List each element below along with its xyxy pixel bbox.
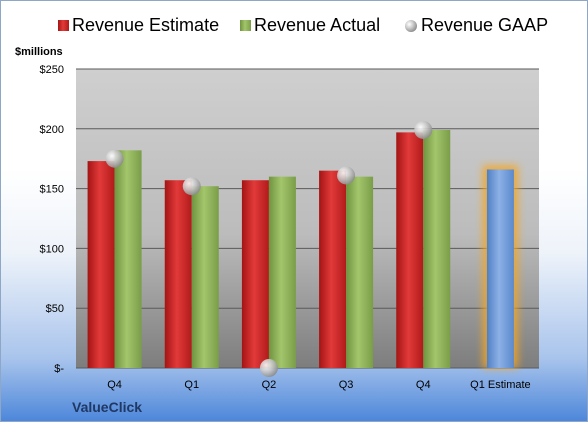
legend-label-revenue-actual: Revenue Actual <box>254 15 380 35</box>
x-tick-label: Q1 <box>184 379 199 391</box>
legend-swatch-revenue-actual <box>240 20 251 31</box>
bar-revenue-estimate <box>396 132 424 368</box>
y-tick-label: $- <box>54 363 64 375</box>
legend-swatch-revenue-estimate <box>58 20 69 31</box>
x-axis-ticks: Q4 Q1 Q2 Q3 Q4 Q1 Estimate <box>107 379 530 391</box>
x-tick-label: Q3 <box>339 379 354 391</box>
legend-label-revenue-gaap: Revenue GAAP <box>421 15 548 35</box>
bar-revenue-estimate <box>241 180 269 368</box>
legend-label-revenue-estimate: Revenue Estimate <box>72 15 219 35</box>
y-tick-label: $150 <box>40 184 64 196</box>
marker-revenue-gaap <box>414 120 433 139</box>
y-axis-ticks: $- $50 $100 $150 $200 $250 <box>40 64 65 375</box>
y-tick-label: $100 <box>40 243 64 255</box>
x-tick-label: Q4 <box>416 379 431 391</box>
y-tick-label: $200 <box>40 124 64 136</box>
bar-revenue-estimate <box>319 170 347 368</box>
bar-revenue-actual <box>346 176 374 368</box>
marker-revenue-gaap <box>105 149 124 168</box>
bars-layer <box>87 129 518 368</box>
bar-revenue-actual <box>114 150 142 368</box>
y-tick-label: $250 <box>40 64 64 76</box>
bar-revenue-estimate <box>164 180 192 368</box>
x-tick-label: Q2 <box>262 379 277 391</box>
legend: Revenue Estimate Revenue Actual Revenue … <box>58 15 548 35</box>
bar-revenue-actual <box>423 129 451 368</box>
bar-revenue-actual <box>268 176 296 368</box>
company-name: ValueClick <box>72 399 142 415</box>
legend-swatch-revenue-gaap <box>405 20 417 32</box>
y-axis-unit-label: $millions <box>15 46 63 58</box>
bar-revenue-estimate <box>87 161 115 368</box>
gaap-markers-layer <box>105 120 433 377</box>
bar-forecast-estimate <box>486 169 514 368</box>
gridlines <box>76 68 539 369</box>
marker-revenue-gaap <box>182 177 201 196</box>
bar-revenue-actual <box>191 186 219 368</box>
y-tick-label: $50 <box>46 303 64 315</box>
plot-area <box>76 69 539 368</box>
marker-revenue-gaap <box>337 166 356 185</box>
x-tick-label: Q4 <box>107 379 122 391</box>
x-tick-label: Q1 Estimate <box>470 379 531 391</box>
marker-revenue-gaap <box>259 359 278 377</box>
